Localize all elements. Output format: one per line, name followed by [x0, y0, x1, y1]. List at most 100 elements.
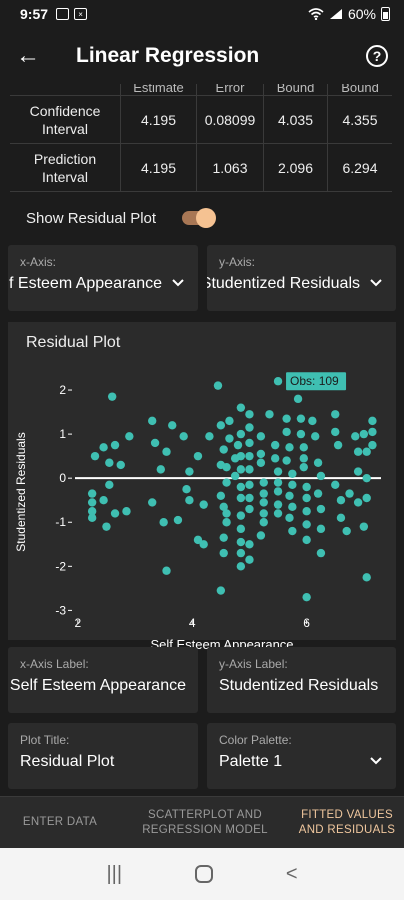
data-point: [273, 487, 283, 496]
y-axis-label-field[interactable]: y-Axis Label: Studentized Residuals: [207, 647, 396, 713]
data-point: [342, 526, 351, 536]
data-point: [225, 416, 234, 426]
y-axis-select[interactable]: y-Axis: Studentized Residuals: [207, 245, 396, 311]
status-time: 9:57: [20, 6, 49, 22]
data-point: [245, 410, 254, 419]
data-point: [179, 432, 188, 441]
data-point: [105, 480, 114, 489]
data-point: [302, 482, 311, 492]
data-point: [222, 478, 231, 487]
x-axis-select[interactable]: x-Axis: Self Esteem Appearance: [8, 245, 198, 311]
residual-plot-toggle-row: Show Residual Plot: [26, 200, 226, 236]
data-point: [168, 421, 177, 430]
battery-percent: 60%: [347, 6, 376, 22]
data-point: [219, 548, 228, 558]
plot-title-field[interactable]: Plot Title: Residual Plot: [8, 723, 198, 789]
table-cell: 1.063: [196, 144, 263, 191]
data-point: [336, 496, 346, 505]
data-point: [368, 427, 377, 437]
signal-icon: [329, 9, 342, 19]
y-axis-select-label: y-Axis:: [219, 255, 255, 269]
data-point: [102, 522, 111, 531]
data-point: [193, 451, 203, 461]
data-point: [259, 498, 268, 507]
data-point: [90, 451, 100, 461]
data-point: [270, 440, 280, 450]
data-point: [316, 504, 326, 514]
tab-scatterplot-and-regression-model[interactable]: SCATTERPLOT AND REGRESSION MODEL: [142, 808, 268, 836]
data-point: [236, 562, 246, 571]
data-point: [219, 533, 228, 542]
x-tick-label: 4: [189, 616, 196, 630]
data-point: [159, 518, 168, 527]
y-axis-title: Studentized Residuals: [14, 432, 28, 551]
battery-icon: [381, 7, 390, 21]
data-point: [162, 566, 171, 575]
home-icon[interactable]: [194, 865, 213, 883]
data-point: [282, 427, 291, 437]
data-point: [282, 456, 291, 465]
help-icon[interactable]: ?: [366, 45, 388, 67]
data-point: [362, 493, 371, 503]
data-point: [216, 491, 226, 501]
data-point: [259, 518, 268, 527]
y-tick-label: -2: [55, 559, 66, 573]
y-tick-label: -1: [55, 515, 66, 529]
color-palette-select[interactable]: Color Palette: Palette 1: [207, 723, 396, 789]
tab-enter-data[interactable]: ENTER DATA: [22, 816, 98, 828]
table-cell: 2.096: [263, 144, 327, 191]
x-axis-label-field[interactable]: x-Axis Label: Self Esteem Appearance: [8, 647, 198, 713]
data-point: [245, 480, 254, 489]
system-navigation-bar: ||| <: [0, 848, 404, 900]
table-header: Bound: [327, 84, 392, 95]
data-point: [351, 432, 360, 441]
data-point: [353, 467, 363, 476]
table-cell: 0.08099: [196, 96, 263, 143]
chevron-down-icon: [370, 757, 382, 765]
data-point: [362, 573, 371, 582]
data-point: [236, 548, 246, 558]
data-point: [219, 445, 228, 454]
plot-title-field-value: Residual Plot: [20, 753, 115, 770]
data-point: [245, 423, 254, 432]
page-title: Linear Regression: [76, 44, 260, 67]
residual-plot-card: Residual Plot -3 -2 -1 0 1 2 2 4 6 Obs: 109 Self…: [8, 322, 396, 652]
y-axis-label-field-label: y-Axis Label:: [219, 657, 288, 671]
residual-plot-toggle[interactable]: [182, 208, 216, 228]
data-point: [182, 484, 191, 494]
recent-apps-icon[interactable]: |||: [106, 862, 123, 885]
data-point: [353, 498, 363, 507]
table-row: Confidence Interval 4.195 0.08099 4.035 …: [10, 96, 392, 144]
data-point: [236, 451, 246, 461]
x-axis-select-label: x-Axis:: [20, 255, 56, 269]
chevron-down-icon: [370, 279, 382, 287]
toggle-thumb: [196, 208, 216, 228]
data-point: [148, 498, 157, 507]
data-point: [213, 381, 223, 390]
notification-icon: ×: [74, 8, 88, 20]
data-point: [216, 586, 226, 595]
data-point: [273, 467, 283, 476]
data-point: [87, 498, 97, 507]
data-point: [162, 447, 171, 456]
table-cell: 4.195: [120, 96, 196, 143]
data-point: [296, 429, 306, 439]
data-point: [259, 478, 268, 487]
chevron-down-icon: [172, 279, 184, 287]
data-point: [368, 416, 377, 426]
data-point: [256, 449, 266, 459]
data-point: [273, 478, 283, 487]
data-point: [299, 462, 308, 472]
data-point: [122, 507, 131, 516]
data-point: [245, 555, 254, 564]
table-header: [10, 84, 120, 95]
data-point: [285, 491, 294, 501]
data-point: [245, 493, 254, 503]
data-point: [308, 416, 317, 426]
data-point: [288, 502, 297, 512]
observation-tooltip: Obs: 109: [286, 372, 347, 391]
back-icon[interactable]: <: [285, 862, 298, 885]
tab-fitted-values-and-residuals[interactable]: FITTED VALUES AND RESIDUALS: [298, 808, 396, 836]
back-arrow-icon[interactable]: ←: [16, 42, 40, 69]
